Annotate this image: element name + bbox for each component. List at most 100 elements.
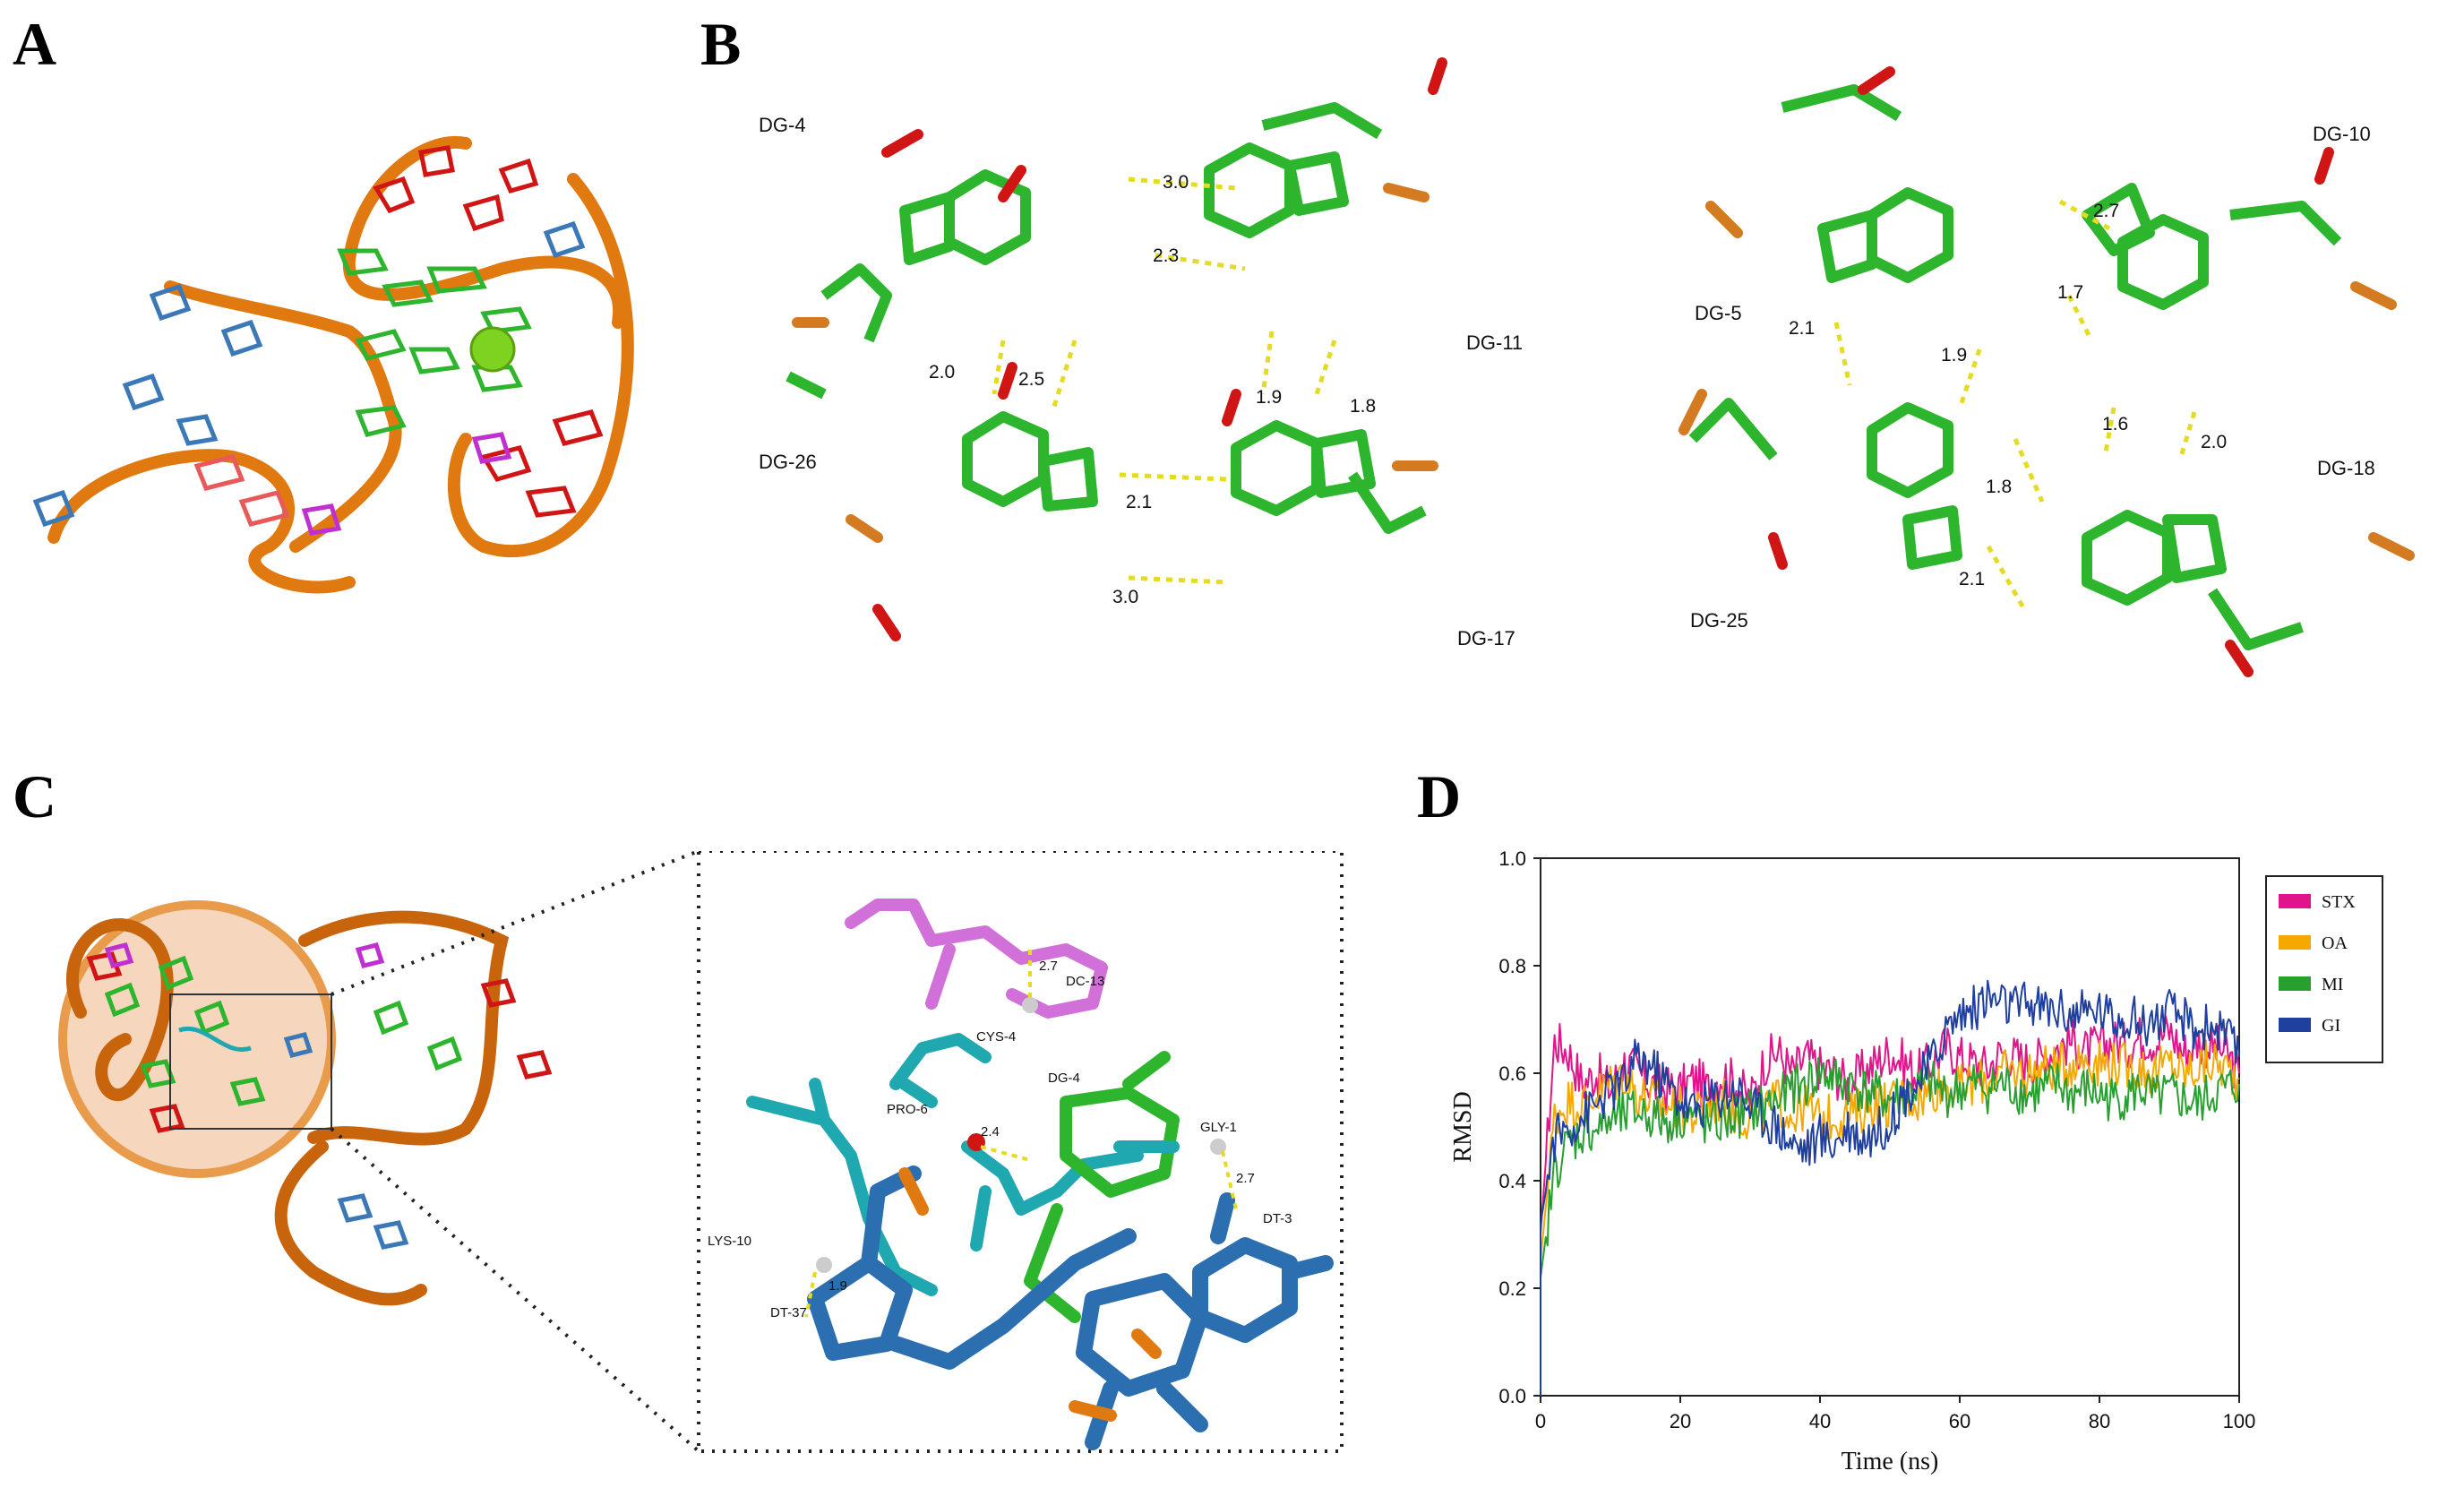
zoom-guide-lines	[330, 851, 700, 1453]
y-tick-label: 0.4	[1498, 1170, 1526, 1192]
zoom-inset-frame	[697, 851, 1344, 1453]
legend-label-gi: GI	[2322, 1016, 2340, 1036]
right-label-1: DG-10	[2313, 123, 2371, 145]
red-nucleotides-bottom	[480, 409, 604, 518]
pro-6-residue	[961, 1140, 1144, 1251]
right-sugar-backbones	[1688, 84, 2342, 650]
x-tick-label: 60	[1949, 1410, 1970, 1432]
residue-label-2: CYS-4	[976, 1029, 1016, 1045]
left-guanine-dg17	[1231, 420, 1376, 516]
y-axis-label: RMSD	[1449, 1091, 1477, 1162]
y-tick-label: 0.8	[1498, 955, 1526, 977]
panel-c-complex: DC-13 CYS-4 PRO-6 DG-4 GLY-1 DT-3 LYS-10…	[58, 851, 1344, 1453]
residue-label-5: GLY-1	[1200, 1120, 1237, 1135]
right-distance-5: 1.6	[2102, 414, 2128, 434]
overview-backbone-2	[298, 910, 510, 1146]
series-line-mi	[1540, 1057, 2240, 1396]
backbone-strand-2	[342, 135, 626, 329]
left-distance-8: 3.0	[1112, 587, 1138, 607]
panel-c-letter: C	[13, 762, 57, 830]
left-distance-5: 1.9	[1256, 387, 1282, 408]
residue-distance-2: 2.4	[981, 1124, 1000, 1140]
right-label-3: DG-18	[2317, 457, 2375, 479]
left-distance-1: 3.0	[1163, 172, 1189, 193]
residue-distance-1: 2.7	[1039, 959, 1058, 974]
right-label-2: DG-5	[1695, 302, 1742, 324]
left-guanine-dg26	[962, 411, 1098, 512]
backbone-strand-4	[47, 449, 356, 594]
left-label-4: DG-17	[1457, 627, 1515, 649]
faded-red-nucleotides	[193, 454, 290, 527]
residue-distance-3: 2.7	[1236, 1171, 1255, 1186]
x-tick-label: 20	[1670, 1410, 1691, 1432]
panel-b-letter: B	[700, 10, 742, 78]
right-guanine-dg10	[2082, 183, 2209, 310]
cys-4-residue	[889, 1033, 992, 1108]
y-tick-label: 0.2	[1498, 1277, 1526, 1300]
left-label-3: DG-26	[759, 451, 817, 473]
residue-label-6: DT-3	[1263, 1211, 1292, 1226]
x-axis-label: Time (ns)	[1842, 1448, 1939, 1475]
zoom-source-box	[169, 993, 332, 1130]
right-distance-8: 2.1	[1959, 569, 1985, 589]
right-guanine-dg18	[2082, 510, 2227, 606]
legend-label-oa: OA	[2322, 933, 2348, 953]
residue-label-4: DG-4	[1048, 1071, 1080, 1086]
dg-4-residue	[1024, 1051, 1180, 1323]
y-tick-label: 0.0	[1498, 1385, 1526, 1407]
hydrogen-atom-3	[816, 1257, 832, 1273]
right-distance-1: 2.7	[2093, 201, 2119, 221]
right-distance-6: 2.0	[2201, 432, 2227, 452]
legend-swatch-oa	[2279, 935, 2311, 950]
overview-green-bases	[104, 955, 463, 1106]
legend-label-stx: STX	[2322, 892, 2356, 912]
left-distance-6: 1.8	[1350, 396, 1376, 417]
rmsd-chart: 0 20 40 60 80 100 0.0 0.2 0.4 0.6 0.8 1.0 Time (ns)…	[1449, 847, 2383, 1475]
hydrogen-atom-1	[1022, 997, 1038, 1013]
left-guanine-dg11	[1204, 142, 1349, 238]
plot-frame	[1540, 857, 2240, 1397]
hydrogen-atom-2	[1210, 1139, 1226, 1155]
x-tick-label: 0	[1535, 1410, 1546, 1432]
panel-b-hbond-diagrams: DG-4 DG-11 DG-26 DG-17 3.0 2.3 2.0 2.5 1…	[759, 57, 2415, 677]
ion-sphere	[469, 326, 516, 373]
residue-label-1: DC-13	[1066, 974, 1104, 989]
residue-label-8: DT-37	[770, 1305, 807, 1320]
overview-blue-bases	[283, 1032, 409, 1250]
plot-area: 0 20 40 60 80 100 0.0 0.2 0.4 0.6 0.8 1.0	[1498, 847, 2255, 1432]
overview-red-bases	[86, 951, 553, 1133]
panel-a-structure	[32, 135, 634, 594]
y-tick-label: 0.6	[1498, 1062, 1526, 1085]
x-tick-label: 100	[2223, 1410, 2256, 1432]
right-label-4: DG-25	[1690, 609, 1748, 632]
right-distance-7: 1.8	[1986, 477, 2012, 497]
panel-d-letter: D	[1417, 762, 1462, 830]
left-distance-7: 2.1	[1126, 492, 1152, 512]
legend-label-mi: MI	[2322, 975, 2343, 994]
x-tick-label: 80	[2089, 1410, 2110, 1432]
dc-13-residue	[845, 899, 1108, 1019]
red-nucleotides-top	[373, 145, 539, 232]
right-guanine-dg25	[1867, 402, 1962, 570]
left-guanine-dg4	[899, 169, 1031, 265]
right-distance-3: 2.1	[1789, 318, 1815, 339]
legend-swatch-mi	[2279, 976, 2311, 991]
left-sugar-backbones	[786, 102, 1427, 534]
left-label-2: DG-11	[1466, 331, 1523, 354]
residue-label-7: LYS-10	[708, 1234, 751, 1249]
residue-label-3: PRO-6	[887, 1102, 928, 1117]
y-tick-label: 1.0	[1498, 847, 1526, 870]
legend-swatch-gi	[2279, 1018, 2311, 1032]
right-guanine-dg5	[1817, 187, 1953, 283]
series-line-gi	[1540, 979, 2240, 1396]
guanine-tetrads	[337, 248, 532, 437]
lys-10-residue	[746, 1078, 938, 1296]
residue-distance-4: 1.9	[828, 1278, 847, 1294]
right-distance-2: 1.7	[2057, 282, 2083, 303]
chart-legend: STX OA MI GI	[2265, 875, 2383, 1063]
backbone-strand-3	[447, 173, 634, 558]
overview-peptide	[178, 1026, 252, 1053]
legend-swatch-stx	[2279, 894, 2311, 908]
panel-a-letter: A	[13, 10, 57, 78]
overview-magenta-bases	[104, 942, 385, 968]
